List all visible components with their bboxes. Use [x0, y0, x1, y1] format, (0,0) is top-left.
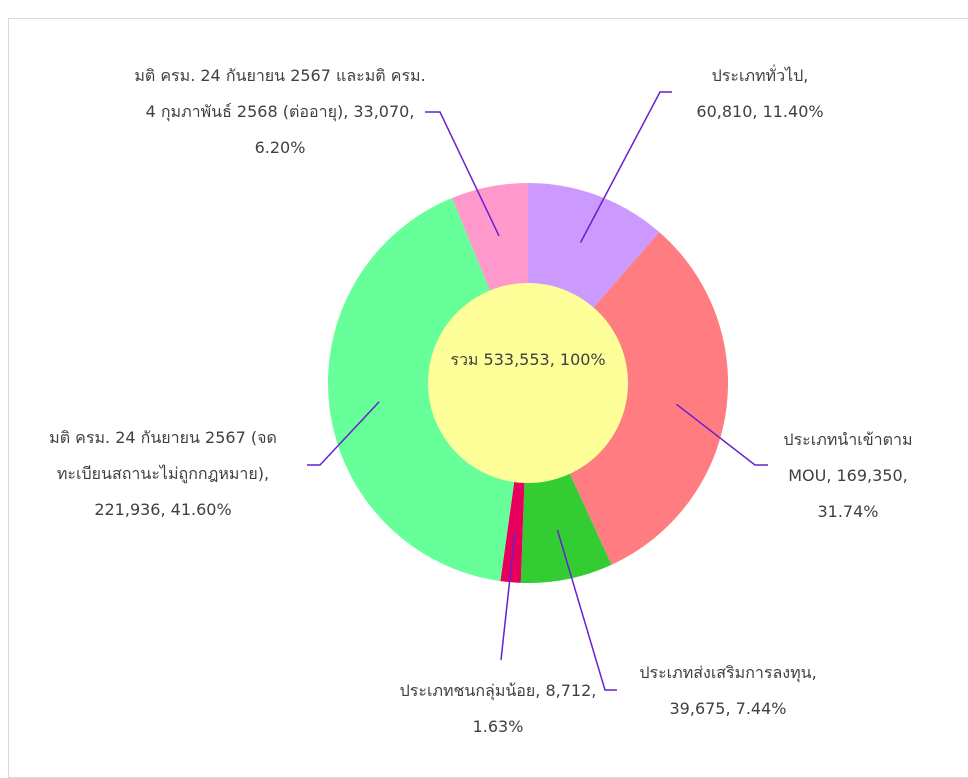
label-value: 39,675 [669, 699, 726, 718]
donut-segment [528, 232, 728, 565]
donut-segment [327, 197, 528, 582]
data-label: ประเภทชนกลุ่มน้อย, 8,712, 1.63% [399, 681, 597, 736]
leader-line [307, 401, 380, 466]
label-percent: 11.40% [762, 102, 824, 121]
label-name: มติ ครม. 24 กันยายน 2567 และมติ ครม. 4 ก… [134, 66, 426, 121]
label-value: 221,936 [94, 500, 161, 519]
data-label: ประเภททั่วไป, 60,810, 11.40% [696, 66, 824, 121]
data-label: ประเภทนำเข้าตาม MOU, 169,350, 31.74% [783, 430, 913, 521]
label-percent: 7.44% [735, 699, 787, 718]
label-value: 33,070 [353, 102, 410, 121]
label-value: 60,810 [696, 102, 753, 121]
label-percent: 6.20% [254, 138, 306, 157]
leader-line [500, 532, 516, 661]
page: รวม 533,553, 100% ประเภททั่วไป, 60,810, … [8, 18, 968, 778]
data-label: มติ ครม. 24 กันยายน 2567 (จดทะเบียนสถานะ… [49, 428, 277, 519]
center-label: รวม 533,553, 100% [450, 350, 606, 369]
label-percent: 41.60% [170, 500, 232, 519]
label-name: มติ ครม. 24 กันยายน 2567 (จดทะเบียนสถานะ… [49, 428, 277, 483]
label-percent: 31.74% [817, 502, 879, 521]
label-name: ประเภทส่งเสริมการลงทุน [639, 663, 812, 682]
data-label: มติ ครม. 24 กันยายน 2567 และมติ ครม. 4 ก… [134, 66, 426, 157]
leader-line [579, 91, 672, 243]
label-name: ประเภทชนกลุ่มน้อย [399, 681, 536, 700]
label-value: 8,712 [545, 681, 592, 700]
data-label: ประเภทส่งเสริมการลงทุน, 39,675, 7.44% [639, 663, 817, 718]
chart [307, 91, 768, 691]
leader-line [556, 529, 617, 691]
label-name: ประเภทนำเข้าตาม MOU [783, 430, 913, 485]
label-percent: 1.63% [472, 717, 524, 736]
label-value: 169,350 [836, 466, 903, 485]
leader-line [425, 111, 500, 237]
leader-line [676, 403, 768, 466]
donut-center [428, 283, 628, 483]
label-name: ประเภททั่วไป [711, 66, 804, 85]
